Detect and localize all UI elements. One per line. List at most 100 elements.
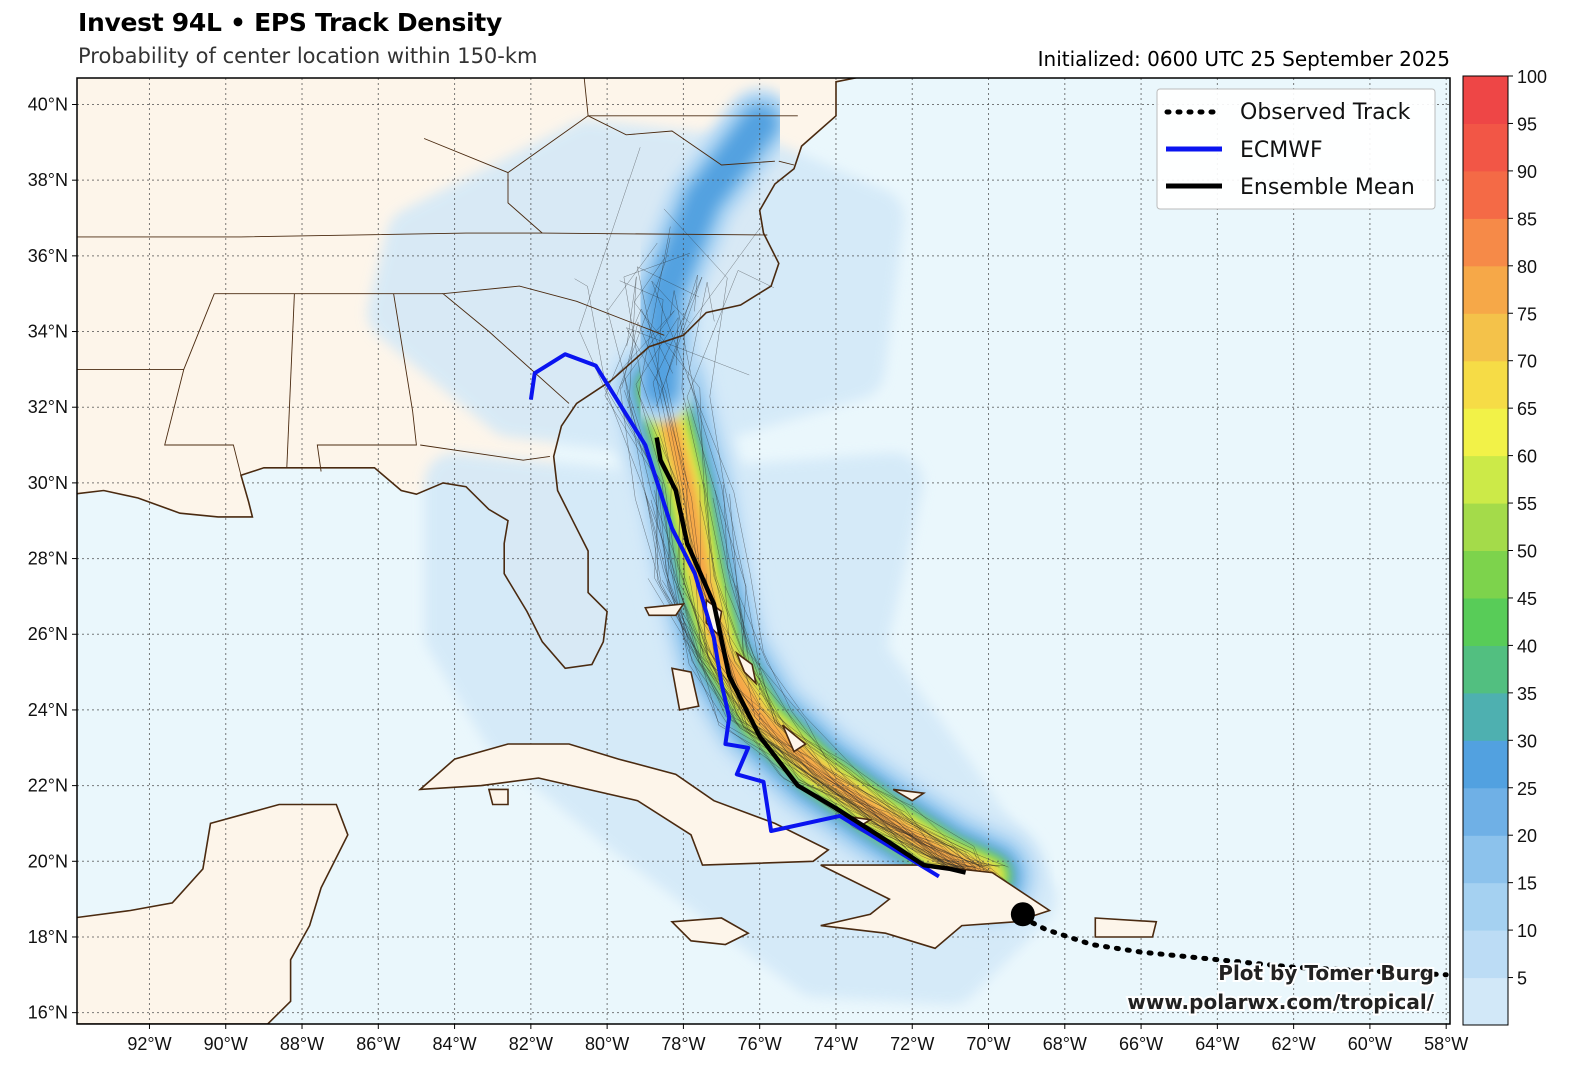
- jamaica-island: [670, 917, 750, 946]
- long-island-island: [781, 724, 807, 753]
- colorbar-label: 55: [1517, 494, 1537, 514]
- colorbar-segment: [1463, 835, 1508, 884]
- ensemble-mean-track: [654, 437, 967, 875]
- longitude-labels: 92°W 90°W 88°W 86°W 84°W 82°W 80°W 78°W 76°W 74°W…: [127, 1024, 1468, 1054]
- lat-tick-label: 38°N: [28, 170, 68, 190]
- colorbar-label: 45: [1517, 589, 1537, 609]
- member-track: [663, 208, 992, 888]
- legend-observed-label: Observed Track: [1240, 100, 1411, 125]
- member-track: [661, 579, 980, 882]
- lat-tick-label: 32°N: [28, 397, 68, 417]
- lon-tick-label: 72°W: [890, 1034, 934, 1054]
- member-track: [654, 490, 979, 881]
- yucatan-land: [77, 803, 349, 1024]
- colorbar-segment: [1463, 76, 1508, 124]
- member-track: [705, 642, 968, 871]
- member-track: [621, 321, 994, 886]
- colorbar-label: 50: [1517, 542, 1537, 562]
- lon-tick-label: 78°W: [661, 1034, 705, 1054]
- member-track: [574, 278, 985, 884]
- lat-tick-label: 34°N: [28, 322, 68, 342]
- colorbar-label: 60: [1517, 447, 1537, 467]
- lon-tick-label: 68°W: [1043, 1034, 1087, 1054]
- lon-tick-label: 60°W: [1348, 1034, 1392, 1054]
- colorbar-segment: [1463, 123, 1508, 172]
- ecmwf-track: [528, 352, 940, 879]
- lon-tick-label: 66°W: [1119, 1034, 1163, 1054]
- colorbar-label: 70: [1517, 352, 1537, 372]
- colorbar-segment: [1463, 360, 1508, 409]
- colorbar-label: 25: [1517, 779, 1537, 799]
- member-track: [647, 578, 987, 878]
- member-track: [686, 270, 1006, 867]
- lon-tick-label: 88°W: [280, 1034, 324, 1054]
- lat-tick-label: 22°N: [28, 776, 68, 796]
- legend-ecmwf-label: ECMWF: [1240, 138, 1323, 163]
- colorbar-segment: [1463, 218, 1508, 267]
- colorbar-label: 40: [1517, 636, 1537, 656]
- state-border: [420, 444, 550, 461]
- chart-subtitle: Probability of center location within 15…: [78, 44, 538, 68]
- colorbar-label: 80: [1517, 257, 1537, 277]
- colorbar-segment: [1463, 265, 1508, 314]
- eleuthera-island: [735, 650, 758, 686]
- state-border: [441, 285, 665, 404]
- lon-tick-label: 74°W: [814, 1034, 858, 1054]
- colorbar-segment: [1463, 977, 1508, 1026]
- initialized-time: Initialized: 0600 UTC 25 September 2025: [1037, 47, 1450, 71]
- member-track: [652, 276, 991, 885]
- us-coastline: [77, 78, 1027, 670]
- colorbar-label: 35: [1517, 684, 1537, 704]
- lat-tick-label: 16°N: [28, 1003, 68, 1023]
- lon-tick-label: 76°W: [738, 1034, 782, 1054]
- current-storm-position-marker: [1010, 902, 1035, 927]
- colorbar: 5 10 15 20 25 30 35 40 45 50 55 60 65 70 75 80 85 90 95 100: [1462, 67, 1547, 1026]
- andros-island: [671, 667, 700, 711]
- lon-tick-label: 70°W: [966, 1034, 1010, 1054]
- colorbar-label: 65: [1517, 399, 1537, 419]
- member-track: [704, 577, 1001, 882]
- credit-url: www.polarwx.com/tropical/: [1127, 990, 1434, 1014]
- coastline-layer: [77, 78, 1158, 950]
- member-track: [699, 484, 988, 867]
- member-track: [682, 489, 977, 881]
- colorbar-segment: [1463, 598, 1508, 646]
- colorbar-segment: [1463, 455, 1508, 504]
- member-track: [687, 282, 1000, 868]
- member-track: [724, 586, 978, 884]
- colorbar-segment: [1463, 882, 1508, 931]
- puerto-rico-island: [1094, 917, 1158, 938]
- colorbar-segment: [1463, 550, 1508, 599]
- lat-tick-label: 36°N: [28, 246, 68, 266]
- legend: Observed Track ECMWF Ensemble Mean: [1156, 88, 1436, 210]
- state-border: [587, 115, 775, 166]
- grand-bahama-island: [644, 603, 686, 617]
- density-contour-north: [645, 108, 775, 404]
- lat-tick-label: 24°N: [28, 700, 68, 720]
- lon-tick-label: 90°W: [204, 1034, 248, 1054]
- colorbar-label: 90: [1517, 162, 1537, 182]
- lon-tick-label: 64°W: [1195, 1034, 1239, 1054]
- state-border: [286, 293, 295, 468]
- colorbar-label: 5: [1517, 969, 1527, 989]
- map-frame: [76, 77, 1451, 1025]
- member-track: [607, 242, 991, 870]
- cuba-island: [417, 743, 830, 866]
- track-layer: [528, 352, 1449, 978]
- colorbar-label: 30: [1517, 731, 1537, 751]
- member-track: [670, 290, 982, 868]
- colorbar-label: 10: [1517, 921, 1537, 941]
- credit-author: Plot by Tomer Burg: [1218, 961, 1434, 985]
- lon-tick-label: 62°W: [1272, 1034, 1316, 1054]
- member-track: [626, 276, 980, 878]
- colorbar-segment: [1463, 645, 1508, 694]
- caicos-island: [892, 788, 926, 802]
- colorbar-label: 20: [1517, 826, 1537, 846]
- legend-mean-label: Ensemble Mean: [1240, 175, 1415, 200]
- lon-tick-label: 92°W: [127, 1034, 171, 1054]
- member-track: [676, 586, 977, 887]
- colorbar-label: 95: [1517, 114, 1537, 134]
- colorbar-segment: [1463, 787, 1508, 836]
- colorbar-segment: [1463, 692, 1508, 741]
